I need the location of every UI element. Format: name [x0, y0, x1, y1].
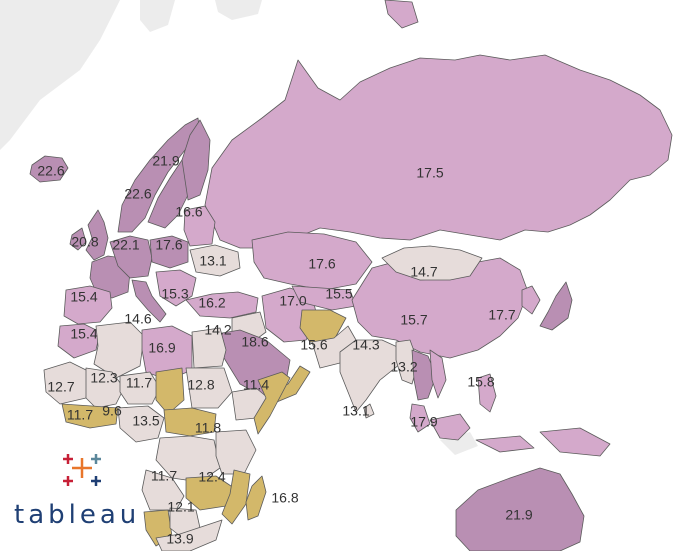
country-uk[interactable] [85, 209, 109, 261]
country-russia[interactable] [204, 54, 673, 249]
country-australia[interactable] [455, 467, 585, 551]
country-novaya-zemlya[interactable] [384, 0, 419, 29]
label-turkey: 16.2 [198, 295, 225, 311]
label-china: 15.7 [400, 312, 427, 328]
label-sudan: 12.8 [187, 377, 214, 393]
label-ghana: 9.6 [102, 403, 122, 419]
country-italy[interactable] [131, 279, 167, 323]
label-niger: 11.7 [126, 375, 152, 391]
label-morocco: 15.4 [70, 326, 97, 342]
country-indonesia[interactable] [429, 413, 535, 453]
arctic-island [215, 0, 262, 20]
label-iceland: 22.6 [37, 163, 64, 179]
country-kazakhstan[interactable] [251, 231, 373, 291]
greenland-land [0, 0, 120, 150]
tableau-cross-icon [63, 454, 101, 486]
country-ireland[interactable] [69, 227, 87, 251]
country-japan[interactable] [539, 281, 573, 331]
label-mauritania: 12.7 [47, 379, 74, 395]
label-germany: 22.1 [112, 237, 139, 253]
label-malaysia: 17.9 [410, 414, 437, 430]
country-car-south-sudan[interactable] [163, 407, 217, 437]
label-ukraine: 13.1 [199, 253, 226, 269]
country-korea[interactable] [521, 285, 541, 315]
label-mali: 12.3 [90, 370, 117, 386]
label-poland: 17.6 [155, 237, 182, 253]
country-balkans[interactable] [155, 269, 197, 307]
country-sri-lanka[interactable] [363, 403, 375, 419]
label-iran: 17.0 [279, 293, 306, 309]
label-algeria: 14.6 [124, 311, 151, 327]
label-mozambique: 12.4 [198, 469, 225, 485]
label-libya: 16.9 [148, 340, 175, 356]
country-south-africa[interactable] [155, 519, 223, 551]
label-spain: 15.4 [70, 289, 97, 305]
country-egypt[interactable] [191, 327, 227, 369]
country-sudan[interactable] [185, 367, 233, 409]
country-west-africa[interactable] [61, 403, 119, 429]
label-norway-sweden: 22.6 [124, 186, 151, 202]
label-sri-lanka: 13.1 [342, 403, 369, 419]
country-algeria[interactable] [93, 321, 145, 379]
label-ivory-coast: 11.7 [67, 407, 93, 423]
label-uk: 20.8 [71, 234, 98, 250]
country-niger[interactable] [119, 371, 161, 405]
country-baltics-belarus[interactable] [183, 205, 216, 247]
country-philippines[interactable] [477, 373, 497, 413]
label-south-africa: 13.9 [166, 531, 193, 547]
label-angola: 11.7 [151, 468, 177, 484]
country-ukraine[interactable] [189, 244, 241, 277]
country-somalia[interactable] [253, 371, 291, 435]
country-mozambique[interactable] [221, 469, 251, 525]
label-russia: 17.5 [416, 165, 443, 181]
label-vietnam: 15.8 [467, 374, 494, 390]
label-myanmar: 13.2 [390, 359, 417, 375]
label-uzbekistan: 15.5 [325, 286, 352, 302]
country-iceland[interactable] [29, 155, 69, 183]
label-japan: 17.7 [488, 307, 515, 323]
country-spain[interactable] [63, 285, 113, 325]
country-nigeria-cameroon[interactable] [117, 405, 165, 443]
country-vietnam[interactable] [429, 349, 447, 399]
country-poland[interactable] [149, 235, 189, 269]
country-new-guinea[interactable] [539, 427, 611, 457]
label-ethiopia: 11.4 [243, 377, 269, 393]
label-india: 14.3 [352, 337, 379, 353]
label-botswana: 12.1 [167, 499, 194, 515]
label-cameroon: 13.5 [132, 413, 159, 429]
country-madagascar[interactable] [245, 475, 267, 521]
country-thailand-laos[interactable] [411, 349, 437, 401]
label-mongolia: 14.7 [410, 264, 437, 280]
country-turkey[interactable] [185, 291, 259, 319]
country-morocco[interactable] [57, 323, 101, 359]
label-australia: 21.9 [505, 507, 532, 523]
label-egypt: 14.2 [204, 322, 231, 338]
country-india[interactable] [339, 339, 405, 413]
country-chad[interactable] [155, 367, 185, 415]
label-kazakhstan: 17.6 [308, 256, 335, 272]
arctic-island [140, 0, 175, 32]
country-mali[interactable] [85, 367, 125, 409]
country-finland[interactable] [181, 119, 211, 201]
label-afghanistan: 15.6 [300, 337, 327, 353]
label-finland: 21.9 [152, 153, 179, 169]
label-baltics: 16.6 [175, 204, 202, 220]
label-dr-congo: 11.8 [195, 420, 221, 436]
country-malaysia[interactable] [409, 403, 431, 433]
tableau-wordmark: tableau [14, 500, 141, 530]
label-madagascar: 16.8 [271, 490, 298, 506]
country-mongolia[interactable] [381, 245, 483, 281]
tableau-logo: tableau [8, 452, 168, 534]
label-saudi-arabia: 18.6 [241, 334, 268, 350]
country-germany[interactable] [109, 235, 153, 279]
label-greece: 15.3 [161, 286, 188, 302]
country-dr-congo[interactable] [155, 435, 221, 483]
